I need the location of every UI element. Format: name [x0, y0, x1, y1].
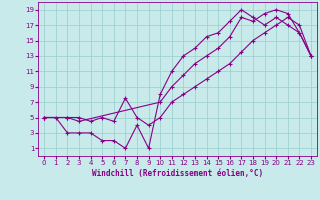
X-axis label: Windchill (Refroidissement éolien,°C): Windchill (Refroidissement éolien,°C): [92, 169, 263, 178]
